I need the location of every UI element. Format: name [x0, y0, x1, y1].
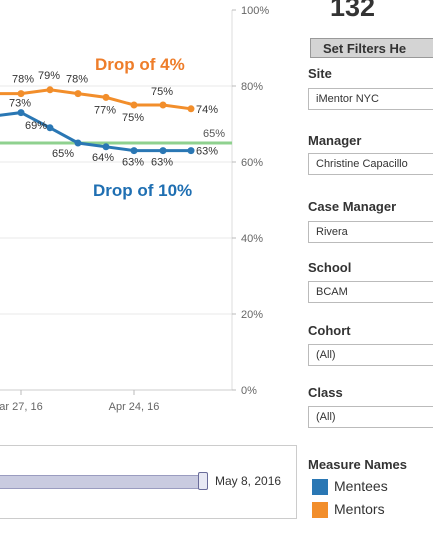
- x-tick-label: Apr 24, 16: [109, 401, 160, 413]
- y-tick-label: 20%: [241, 309, 263, 321]
- chart-gridlines: [0, 85, 232, 315]
- y-tick-label: 0%: [241, 385, 257, 397]
- data-label-mentors: 75%: [151, 86, 173, 98]
- record-count: 132: [330, 0, 376, 22]
- annotation-drop-4: Drop of 4%: [95, 55, 185, 74]
- series-line-mentees: [0, 111, 191, 153]
- school-filter-select[interactable]: BCAM: [308, 281, 433, 303]
- manager-filter-label: Manager: [308, 133, 362, 148]
- date-filter-box: [0, 445, 297, 519]
- data-label-mentees: 73%: [9, 98, 31, 110]
- x-tick-label: ar 27, 16: [0, 401, 43, 413]
- data-label-mentors: 78%: [12, 74, 34, 86]
- data-point-mentees: [130, 147, 138, 155]
- data-point-mentors: [102, 93, 110, 101]
- y-tick-label: 60%: [241, 157, 263, 169]
- y-tick-label: 40%: [241, 233, 263, 245]
- data-label-mentees: 65%: [52, 148, 74, 160]
- data-point-mentors: [187, 105, 195, 113]
- data-point-mentors: [17, 90, 25, 98]
- data-label-mentees: 63%: [122, 157, 144, 169]
- legend-swatch-mentors[interactable]: [312, 502, 328, 518]
- reference-line-label: 65%: [203, 128, 225, 140]
- data-point-mentors: [74, 90, 82, 98]
- data-label-mentees: 63%: [151, 157, 173, 169]
- manager-filter-select[interactable]: Christine Capacillo: [308, 153, 433, 175]
- data-point-mentees: [46, 124, 54, 132]
- cohort-filter-select[interactable]: (All): [308, 344, 433, 366]
- legend-title: Measure Names: [308, 457, 407, 472]
- series-line-mentors: [0, 88, 192, 111]
- case-manager-filter-label: Case Manager: [308, 199, 397, 214]
- data-point-mentees: [74, 139, 82, 147]
- data-point-mentors: [159, 101, 167, 109]
- y-tick-label: 100%: [241, 5, 269, 17]
- site-filter-label: Site: [308, 66, 332, 81]
- data-label-mentors: 79%: [38, 70, 60, 82]
- data-point-mentees: [17, 109, 25, 117]
- data-label-mentors: 74%: [196, 104, 218, 116]
- cohort-filter-label: Cohort: [308, 323, 351, 338]
- data-label-mentees: 63%: [196, 146, 218, 158]
- data-point-mentees: [102, 143, 110, 151]
- data-point-mentees: [159, 147, 167, 155]
- data-label-mentees: 69%: [25, 120, 47, 132]
- data-label-mentees: 64%: [92, 152, 114, 164]
- legend-label-mentees[interactable]: Mentees: [334, 478, 388, 494]
- date-slider-handle[interactable]: [198, 472, 208, 490]
- case-manager-filter-select[interactable]: Rivera: [308, 221, 433, 243]
- date-slider-track[interactable]: [0, 475, 200, 489]
- data-point-mentees: [187, 147, 195, 155]
- line-chart: 65% 78% 79% 78% 77% 75% 75% 74% 73% 69% 65% 64% 63%…: [0, 5, 269, 413]
- legend-label-mentors[interactable]: Mentors: [334, 501, 385, 517]
- set-filters-button[interactable]: Set Filters He: [310, 38, 433, 58]
- data-label-mentors: 78%: [66, 74, 88, 86]
- class-filter-select[interactable]: (All): [308, 406, 433, 428]
- school-filter-label: School: [308, 260, 352, 275]
- legend-swatch-mentees[interactable]: [312, 479, 328, 495]
- data-label-mentors: 75%: [122, 112, 144, 124]
- site-filter-select[interactable]: iMentor NYC: [308, 88, 433, 110]
- data-point-mentors: [130, 101, 138, 109]
- filter-panel: 132 Set Filters He Site iMentor NYC Mana…: [300, 0, 433, 540]
- annotation-drop-10: Drop of 10%: [93, 181, 192, 200]
- y-tick-label: 80%: [241, 81, 263, 93]
- date-slider-value: May 8, 2016: [215, 474, 282, 488]
- data-label-mentors: 77%: [94, 104, 116, 116]
- class-filter-label: Class: [308, 385, 343, 400]
- data-point-mentors: [46, 86, 54, 94]
